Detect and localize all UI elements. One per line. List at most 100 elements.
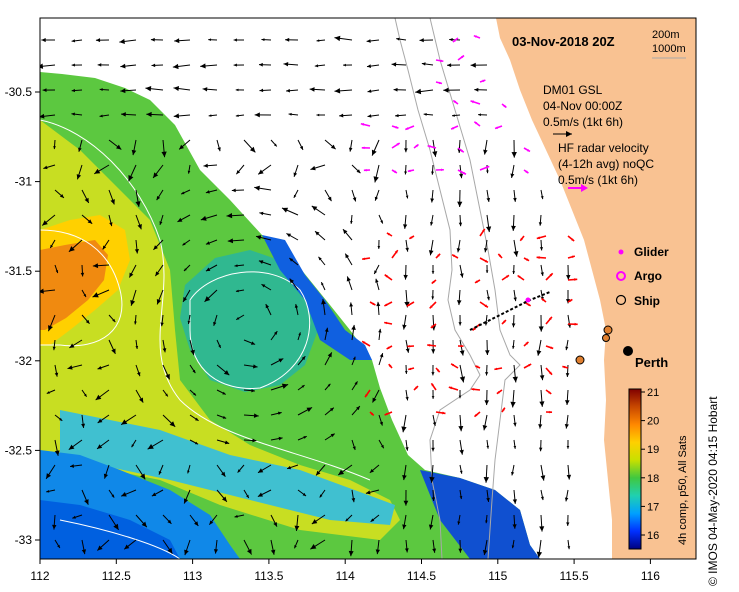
model-current-arrow — [189, 414, 199, 422]
model-current-arrow — [257, 164, 272, 175]
model-current-arrow — [235, 289, 245, 293]
sst-region-cyan-band — [60, 410, 395, 525]
hf-radar-arrow — [545, 272, 554, 281]
map-title: 03-Nov-2018 20Z — [512, 34, 615, 49]
model-current-arrow — [96, 439, 110, 450]
model-current-arrow — [71, 88, 83, 93]
model-current-arrow — [512, 514, 517, 529]
model-current-arrows — [40, 35, 572, 558]
model-current-arrow — [565, 389, 570, 406]
model-current-arrow — [108, 514, 120, 531]
hf-radar-arrow — [536, 256, 547, 259]
hf-radar-arrow — [435, 81, 443, 85]
model-current-arrow — [457, 514, 461, 525]
model-current-arrow — [483, 239, 488, 253]
sst-region-deep-blue-south — [40, 500, 180, 559]
model-current-arrow — [370, 514, 380, 523]
model-current-arrow — [173, 113, 191, 119]
model-current-arrow — [432, 539, 437, 553]
model-current-arrow — [270, 139, 278, 147]
lon-tick-label: 113 — [183, 569, 202, 583]
model-current-arrow — [216, 389, 226, 395]
lat-tick-label: -31.5 — [5, 264, 33, 278]
model-current-arrow — [402, 464, 407, 481]
model-current-arrow — [396, 37, 407, 41]
hf-radar-arrow — [364, 389, 371, 398]
lat-tick-label: -32.5 — [5, 443, 33, 457]
model-current-arrow — [344, 253, 353, 266]
model-current-arrow — [324, 407, 335, 416]
model-current-arrow — [208, 114, 218, 117]
model-current-arrow — [205, 264, 218, 272]
model-current-arrow — [237, 464, 245, 473]
model-current-arrow — [270, 358, 284, 366]
model-current-arrow — [283, 62, 299, 67]
model-current-arrow — [174, 38, 191, 44]
colorbar-tick-label: 21 — [647, 387, 659, 399]
hf-radar-arrow — [386, 232, 393, 237]
model-current-arrow — [200, 214, 218, 221]
model-current-arrow — [377, 239, 381, 249]
model-current-arrow — [510, 389, 516, 408]
model-current-arrow — [158, 464, 164, 475]
model-current-arrow — [395, 113, 407, 118]
model-current-arrow — [539, 389, 545, 407]
model-current-arrow — [404, 539, 409, 553]
model-current-arrow — [334, 35, 353, 42]
model-current-arrow — [431, 289, 435, 300]
model-current-arrow — [204, 289, 218, 303]
model-current-arrow — [81, 539, 87, 555]
model-current-arrow — [258, 62, 272, 67]
model-current-arrow — [216, 364, 230, 376]
model-current-arrow — [97, 539, 110, 551]
model-current-arrow — [512, 339, 515, 349]
hf-radar-arrow — [473, 411, 481, 418]
model-current-arrow — [294, 539, 299, 549]
model-current-arrow — [121, 112, 137, 117]
model-current-arrow — [205, 189, 218, 194]
model-current-arrow — [177, 214, 191, 223]
model-current-arrow — [324, 327, 329, 341]
hf-radar-arrow — [384, 301, 393, 307]
model-current-arrow — [54, 539, 61, 549]
hf-radar-arrow — [523, 363, 532, 369]
model-current-arrow — [108, 189, 115, 205]
model-current-arrow — [348, 539, 354, 557]
model-current-arrow — [314, 230, 326, 241]
hf-radar-arrow — [470, 100, 481, 105]
model-current-arrow — [334, 88, 353, 94]
hf-radar-arrow — [451, 254, 459, 259]
model-current-arrow — [243, 389, 255, 393]
model-current-arrow — [130, 289, 137, 306]
model-current-arrow — [393, 87, 407, 92]
hf-radar-arrow — [435, 411, 446, 415]
model-current-arrow — [566, 464, 572, 480]
model-current-arrow — [94, 164, 110, 175]
model-current-arrow — [486, 439, 490, 449]
model-current-arrow — [564, 489, 569, 502]
model-current-arrow — [432, 414, 437, 427]
model-current-arrow — [69, 339, 83, 349]
model-current-arrow — [289, 257, 299, 266]
model-current-arrow — [108, 489, 115, 498]
model-current-arrow — [540, 489, 544, 501]
model-current-arrow — [154, 264, 164, 277]
model-current-arrow — [71, 63, 83, 67]
hf-radar-arrow — [494, 125, 503, 130]
model-current-arrow — [286, 233, 299, 241]
hf-radar-arrow — [567, 298, 573, 303]
model-current-arrow — [423, 113, 434, 116]
model-current-arrow — [189, 364, 196, 374]
model-current-arrow — [430, 189, 435, 203]
model-current-arrow — [216, 489, 228, 503]
isotherm — [59, 519, 181, 559]
model-current-arrow — [233, 38, 245, 42]
model-current-arrow — [348, 139, 353, 152]
model-current-arrow — [49, 239, 56, 249]
model-current-arrow — [189, 389, 197, 396]
lon-tick-label: 112.5 — [102, 569, 131, 583]
model-current-arrow — [458, 314, 462, 326]
model-current-arrow — [486, 189, 491, 202]
model-current-arrow — [404, 164, 408, 175]
model-current-arrow — [536, 539, 543, 558]
